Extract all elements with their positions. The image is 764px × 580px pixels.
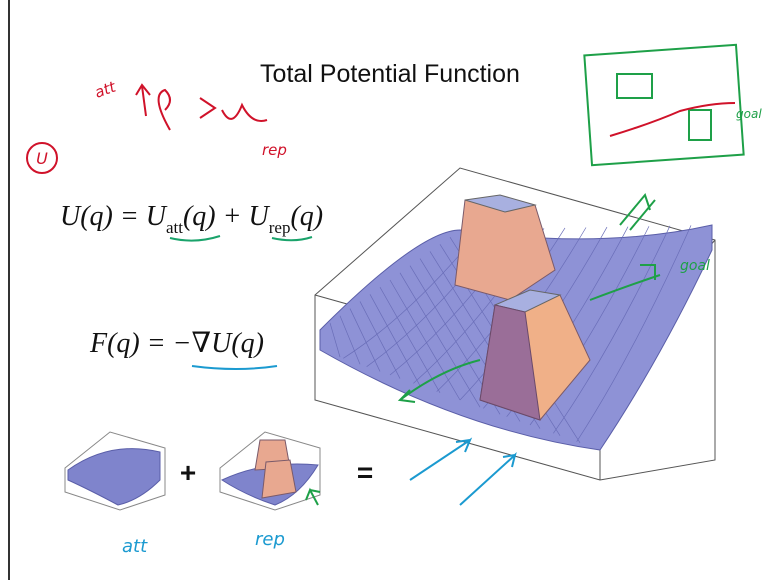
thumbnail-surface — [68, 449, 160, 505]
underline-annotation — [192, 366, 277, 369]
handwriting: att — [92, 77, 119, 101]
sketch-obstacle — [617, 74, 652, 98]
slide-page: Total Potential Function U(q) = Uatt(q) … — [0, 0, 764, 580]
eq-part: (q) — [290, 201, 323, 232]
eq-part: (q) + U — [183, 201, 271, 232]
arrow-annotation — [306, 490, 320, 505]
handwriting: rep — [255, 529, 285, 550]
slide: Total Potential Function U(q) = Uatt(q) … — [0, 0, 764, 580]
sketch-obstacle — [689, 110, 711, 140]
handwriting-strokes — [136, 85, 267, 130]
handwriting: rep — [262, 141, 287, 159]
eq-part: U(q) = U — [60, 201, 168, 232]
underline-annotation — [170, 236, 312, 241]
eq-subscript: rep — [269, 218, 291, 237]
handwriting: goal — [736, 107, 762, 121]
thumbnail-repulsive — [220, 432, 320, 510]
handwriting: U — [36, 149, 48, 168]
sketch-frame — [584, 45, 743, 165]
surface-plot — [315, 168, 715, 480]
thumbnail-obstacle — [262, 460, 296, 498]
operator: + — [180, 457, 196, 488]
arrow-annotation — [410, 440, 515, 505]
thumbnail-attractive — [65, 432, 165, 510]
eq-subscript: att — [166, 218, 183, 237]
equation-force: F(q) = −∇U(q) — [89, 328, 264, 359]
operator: = — [357, 457, 373, 488]
slide-title: Total Potential Function — [260, 60, 520, 88]
handwriting: goal — [680, 258, 710, 274]
handwriting: att — [122, 536, 148, 557]
equation-attractive-repulsive: U(q) = Uatt(q) + Urep(q) — [60, 201, 323, 237]
sketch-path — [610, 103, 735, 136]
